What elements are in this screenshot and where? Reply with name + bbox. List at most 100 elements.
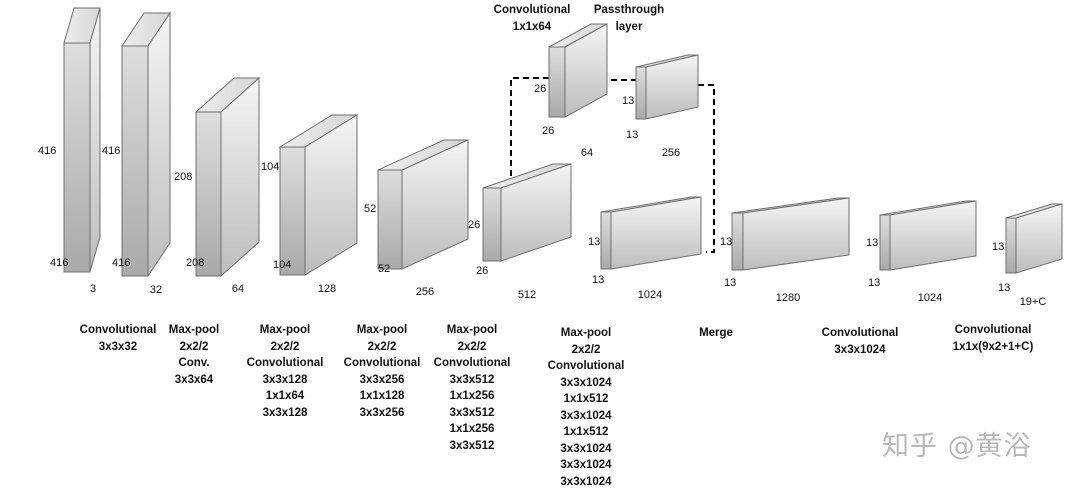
- block-pool1: 208 208 64: [174, 78, 259, 295]
- layer-label-line: 3x3x1024: [548, 375, 625, 392]
- block-conv6-width-label: 13: [868, 277, 880, 289]
- block-front-face: [549, 47, 565, 117]
- watermark: 知乎 @黄浴: [882, 424, 1032, 463]
- block-pool4-channels-label: 512: [518, 289, 536, 301]
- layer-label-line: 3x3x256: [344, 405, 421, 422]
- block-front-face: [64, 43, 90, 272]
- layer-label-line: Convolutional: [247, 355, 324, 372]
- layer-label-line: 3x3x128: [247, 405, 324, 422]
- layer-label-line: 3x3x1024: [548, 408, 625, 425]
- block-pool3-width-label: 52: [378, 263, 390, 275]
- block-output-height-label: 13: [992, 241, 1004, 253]
- block-pool2-height-label: 104: [261, 161, 279, 173]
- layer-label-line: Max-pool: [548, 325, 625, 342]
- layer-label-line: 1x1x512: [548, 424, 625, 441]
- block-pool4: 26 26 512: [468, 164, 571, 301]
- layer-label-line: 3x3x1024: [548, 457, 625, 474]
- layer-label-line: Convolutional: [548, 358, 625, 375]
- block-input-width-label: 416: [50, 257, 68, 269]
- layer-label-line: Convolutional: [434, 355, 511, 372]
- layer-label-line: Max-pool: [169, 322, 219, 339]
- layer-label-line: 2x2/2: [434, 339, 511, 356]
- block-front-face: [1006, 218, 1016, 273]
- block-conv1-channels-label: 32: [150, 284, 162, 296]
- block-front-face: [280, 147, 305, 275]
- layer-label-line: Max-pool: [434, 322, 511, 339]
- block-pool1-channels-label: 64: [232, 283, 244, 295]
- layer-label-line: 3x3x128: [247, 372, 324, 389]
- block-input: 416 416 3: [38, 8, 100, 295]
- block-front-face: [483, 188, 501, 261]
- block-pool1-width-label: 208: [186, 257, 204, 269]
- layer-label-line: 3x3x512: [434, 405, 511, 422]
- block-side-face: [148, 13, 170, 276]
- layer-label-line: 3x3x512: [434, 372, 511, 389]
- layer-label-line: Passthrough: [594, 2, 664, 19]
- block-conv1-height-label: 416: [102, 145, 120, 157]
- block-front-face: [122, 46, 148, 276]
- layer-label-line: 2x2/2: [548, 342, 625, 359]
- block-pool5-width-label: 13: [592, 274, 604, 286]
- layer-label-line: 2x2/2: [247, 339, 324, 356]
- layer-label-line: 1x1x(9x2+1+C): [953, 339, 1034, 356]
- block-pool4-height-label: 26: [468, 219, 480, 231]
- block-pass-height-label: 13: [622, 95, 634, 107]
- layer-label-line: 3x3x1024: [548, 474, 625, 490]
- block-output-width-label: 13: [998, 282, 1010, 294]
- block-front-face: [636, 67, 646, 119]
- block-output: 13 13 19+C: [992, 204, 1062, 308]
- layer-label-line: 2x2/2: [169, 339, 219, 356]
- block-conv1x1-channels-label: 64: [581, 147, 593, 159]
- block-pool2-channels-label: 128: [318, 283, 336, 295]
- block-merge-width-label: 13: [724, 277, 736, 289]
- block-front-face: [601, 212, 611, 269]
- layer-label-line: layer: [594, 19, 664, 36]
- block-front-face: [378, 170, 402, 269]
- layer-label-line: 1x1x256: [434, 388, 511, 405]
- block-input-height-label: 416: [38, 145, 56, 157]
- block-pool3-channels-label: 256: [416, 286, 434, 298]
- block-conv1: 416 416 32: [102, 13, 170, 296]
- block-merge-height-label: 13: [720, 236, 732, 248]
- block-conv1x1: 26 26 64: [534, 24, 607, 159]
- layer-label-line: Convolutional: [494, 2, 571, 19]
- block-pool5-height-label: 13: [588, 236, 600, 248]
- layer-label-line: 1x1x64: [494, 19, 571, 36]
- block-conv6-channels-label: 1024: [918, 292, 942, 304]
- layer-label-line: 2x2/2: [344, 339, 421, 356]
- layer-label-line: 1x1x128: [344, 388, 421, 405]
- block-front-face: [880, 215, 890, 270]
- layer-label-line: Convolutional: [953, 322, 1034, 339]
- layer-label-line: 3x3x64: [169, 372, 219, 389]
- block-conv1x1-height-label: 26: [534, 83, 546, 95]
- layer-label-merge: Merge: [699, 325, 733, 342]
- layer-label-line: 3x3x1024: [548, 441, 625, 458]
- layer-label-line: Max-pool: [344, 322, 421, 339]
- block-output-channels-label: 19+C: [1020, 296, 1047, 308]
- block-conv1-width-label: 416: [112, 257, 130, 269]
- layer-label-line: Convolutional: [80, 322, 157, 339]
- block-input-channels-label: 3: [90, 283, 96, 295]
- layer-label-line: Merge: [699, 325, 733, 342]
- layer-label-line: 3x3x1024: [822, 342, 899, 359]
- block-pool2-width-label: 104: [273, 259, 291, 271]
- block-front-face: [732, 213, 743, 270]
- block-pool4-width-label: 26: [476, 265, 488, 277]
- block-pass-channels-label: 256: [662, 147, 680, 159]
- block-pool1-height-label: 208: [174, 171, 192, 183]
- block-conv1x1-width-label: 26: [542, 125, 554, 137]
